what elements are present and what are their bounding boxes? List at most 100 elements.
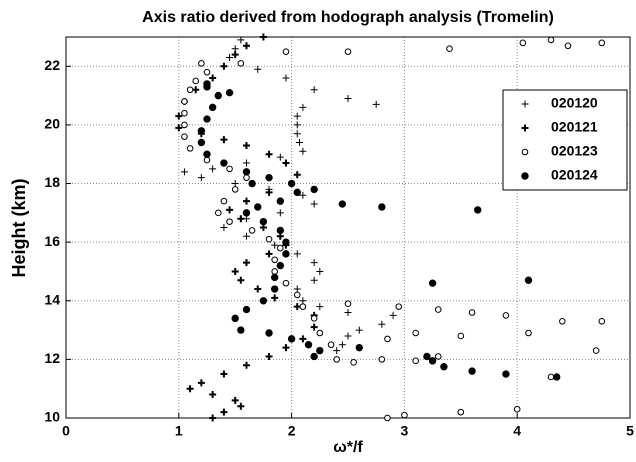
scatter-point — [181, 109, 188, 117]
scatter-point — [271, 268, 278, 275]
scatter-point — [220, 62, 228, 70]
legend-label: 020124 — [551, 167, 598, 183]
scatter-point — [220, 197, 228, 205]
scatter-point — [287, 335, 296, 343]
scatter-point — [378, 356, 386, 363]
scatter-point — [333, 356, 341, 363]
scatter-point — [209, 165, 217, 173]
scatter-point — [299, 191, 307, 199]
scatter-point — [344, 95, 352, 103]
scatter-point — [282, 279, 290, 287]
scatter-point — [344, 308, 352, 316]
scatter-point — [270, 285, 279, 293]
scatter-point — [226, 54, 234, 62]
scatter-point — [287, 179, 296, 188]
scatter-point — [412, 357, 419, 365]
plot-frame — [65, 36, 631, 419]
scatter-point — [265, 235, 273, 243]
scatter-point — [310, 315, 318, 322]
x-tick-label: 4 — [513, 423, 521, 439]
scatter-point — [209, 414, 217, 422]
scatter-point — [242, 232, 250, 240]
scatter-point — [282, 344, 290, 352]
scatter-point — [231, 51, 239, 59]
scatter-point — [242, 159, 250, 167]
scatter-point — [220, 370, 228, 378]
legend-marker — [521, 172, 529, 180]
scatter-point — [242, 168, 251, 176]
scatter-point — [186, 385, 194, 393]
scatter-point — [446, 45, 453, 53]
scatter-point — [186, 145, 194, 152]
scatter-point — [457, 332, 465, 340]
scatter-point — [310, 276, 318, 284]
scatter-point — [598, 39, 606, 47]
scatter-point — [242, 141, 250, 149]
scatter-point — [197, 138, 206, 147]
y-tick-label: 10 — [44, 409, 60, 425]
scatter-point — [209, 391, 217, 399]
scatter-point — [316, 267, 324, 275]
scatter-point — [310, 323, 318, 331]
scatter-point — [214, 209, 222, 217]
scatter-point — [316, 346, 324, 355]
scatter-point — [457, 408, 465, 416]
scatter-point — [231, 267, 239, 275]
scatter-point — [598, 317, 606, 325]
x-tick-label: 5 — [626, 423, 634, 439]
scatter-point — [231, 396, 239, 404]
scatter-point — [299, 297, 307, 305]
x-tick-label: 2 — [288, 423, 296, 439]
scatter-point — [248, 227, 256, 234]
scatter-point — [401, 411, 408, 419]
scatter-point — [231, 45, 239, 53]
scatter-point — [355, 343, 363, 352]
scatter-point — [372, 100, 380, 108]
x-tick-label: 3 — [401, 423, 409, 439]
scatter-point — [276, 226, 285, 235]
scatter-point — [242, 197, 250, 205]
scatter-point — [547, 36, 555, 44]
scatter-point — [271, 241, 279, 249]
scatter-point — [231, 180, 239, 188]
scatter-point — [338, 200, 347, 208]
legend-marker — [521, 148, 529, 156]
scatter-point — [259, 33, 267, 41]
scatter-point — [389, 311, 397, 319]
scatter-point — [254, 203, 262, 211]
legend-label: 020123 — [551, 143, 598, 159]
y-tick-label: 18 — [44, 174, 60, 190]
legend-marker — [521, 100, 529, 108]
scatter-point — [378, 320, 386, 328]
y-tick-label: 16 — [44, 233, 60, 249]
scatter-point — [214, 91, 222, 100]
scatter-point — [293, 188, 301, 197]
scatter-point — [502, 312, 510, 319]
scatter-point — [259, 217, 268, 226]
scatter-point — [242, 259, 250, 267]
legend-marker — [521, 124, 529, 132]
scatter-point — [552, 373, 561, 381]
scatter-point — [237, 215, 245, 223]
scatter-point — [186, 86, 194, 94]
scatter-point — [270, 273, 279, 282]
scatter-point — [271, 294, 279, 302]
scatter-point — [293, 250, 301, 258]
scatter-point — [378, 203, 386, 211]
scatter-point — [181, 133, 188, 140]
scatter-point — [237, 402, 245, 410]
x-tick-label: 0 — [62, 423, 70, 439]
scatter-point — [293, 112, 301, 120]
scatter-point — [242, 361, 250, 369]
scatter-point — [310, 200, 318, 208]
scatter-point — [293, 303, 301, 311]
scatter-point — [310, 352, 318, 361]
scatter-point — [220, 224, 228, 231]
legend-label: 020121 — [551, 119, 598, 135]
scatter-point — [181, 121, 188, 129]
scatter-point — [384, 335, 391, 343]
scatter-point — [265, 329, 273, 337]
scatter-point — [282, 250, 290, 258]
scatter-point — [434, 353, 442, 360]
